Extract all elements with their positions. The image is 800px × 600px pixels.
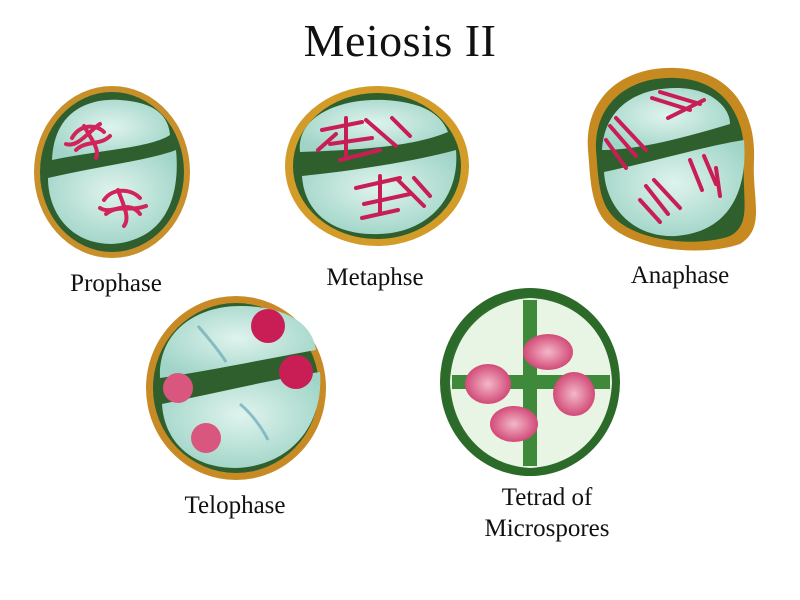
anaphase-cell (587, 67, 756, 251)
telophase-nucleus (279, 355, 313, 389)
telophase-cell (146, 296, 326, 480)
telophase-nucleus (191, 423, 221, 453)
metaphase-chromosomes-upper (316, 116, 412, 162)
telophase-cell-plate-upper (196, 325, 228, 363)
label-metaphase: Metaphse (326, 264, 424, 291)
microspore-nucleus (465, 364, 511, 404)
telophase-nucleus (251, 309, 285, 343)
anaphase-chromosomes-upper (604, 90, 706, 170)
label-tetrad: Tetrad of Microspores (484, 484, 610, 542)
label-anaphase: Anaphase (630, 262, 730, 289)
prophase-chromosomes-lower (98, 188, 148, 228)
label-telophase: Telophase (184, 492, 286, 519)
label-prophase: Prophase (70, 270, 162, 297)
microspore-nucleus (490, 406, 538, 442)
microspore-nucleus (523, 334, 573, 370)
telophase-nucleus (163, 373, 193, 403)
diagram-title: Meiosis II (303, 15, 497, 66)
telophase-cell-plate-lower (239, 402, 270, 441)
metaphase-cell (285, 86, 469, 246)
tetrad-cell (440, 288, 620, 476)
microspore-nucleus (553, 372, 595, 416)
anaphase-chromosomes-lower (638, 154, 722, 224)
prophase-cell (34, 86, 190, 258)
prophase-chromosomes-upper (64, 122, 112, 160)
metaphase-chromosomes-lower (354, 174, 432, 220)
